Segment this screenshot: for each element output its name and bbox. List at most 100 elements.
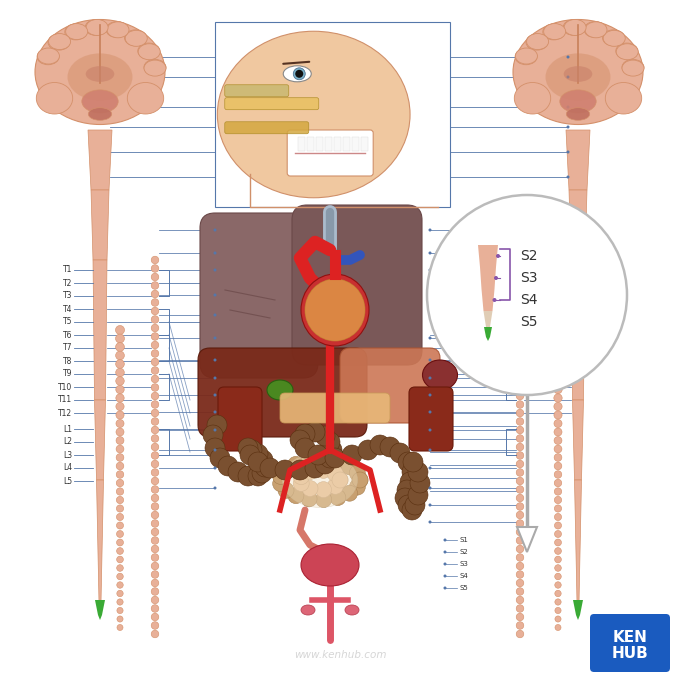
Circle shape xyxy=(327,466,343,481)
Ellipse shape xyxy=(124,30,146,46)
Circle shape xyxy=(238,438,258,458)
Circle shape xyxy=(390,443,410,463)
Ellipse shape xyxy=(564,66,592,82)
Circle shape xyxy=(554,377,562,386)
Circle shape xyxy=(253,450,273,470)
Circle shape xyxy=(116,377,124,386)
Circle shape xyxy=(151,443,159,451)
Circle shape xyxy=(408,485,428,505)
Circle shape xyxy=(117,599,123,605)
Circle shape xyxy=(516,596,524,604)
Circle shape xyxy=(116,334,124,343)
Circle shape xyxy=(554,326,562,335)
Circle shape xyxy=(555,556,562,563)
Circle shape xyxy=(554,522,562,529)
Circle shape xyxy=(214,486,216,490)
Circle shape xyxy=(255,457,275,477)
Circle shape xyxy=(151,392,159,400)
Circle shape xyxy=(398,495,418,515)
Circle shape xyxy=(350,465,365,481)
Polygon shape xyxy=(93,260,107,400)
Ellipse shape xyxy=(86,20,108,35)
Circle shape xyxy=(151,290,159,298)
Text: KEN: KEN xyxy=(613,630,647,645)
Circle shape xyxy=(316,452,332,469)
Text: T11: T11 xyxy=(58,396,72,405)
Circle shape xyxy=(275,460,295,480)
Circle shape xyxy=(554,334,562,343)
Polygon shape xyxy=(575,480,581,602)
FancyBboxPatch shape xyxy=(340,348,440,423)
Circle shape xyxy=(278,482,294,498)
Circle shape xyxy=(555,590,561,596)
Circle shape xyxy=(218,456,238,476)
Text: T7: T7 xyxy=(63,343,72,352)
Circle shape xyxy=(151,384,159,391)
Ellipse shape xyxy=(125,31,148,46)
Bar xyxy=(316,137,323,151)
Circle shape xyxy=(516,350,524,357)
Ellipse shape xyxy=(305,279,365,341)
Ellipse shape xyxy=(107,22,129,38)
Circle shape xyxy=(516,307,524,315)
Circle shape xyxy=(248,444,268,464)
Circle shape xyxy=(330,454,346,471)
Circle shape xyxy=(380,437,400,457)
Ellipse shape xyxy=(65,24,87,40)
Circle shape xyxy=(207,415,227,435)
Ellipse shape xyxy=(622,59,644,75)
Circle shape xyxy=(151,486,159,493)
Circle shape xyxy=(516,579,524,587)
Circle shape xyxy=(554,351,562,360)
Circle shape xyxy=(350,479,365,495)
Circle shape xyxy=(516,520,524,527)
Circle shape xyxy=(151,545,159,553)
Text: S5: S5 xyxy=(520,315,537,329)
Bar xyxy=(343,137,350,151)
Ellipse shape xyxy=(301,274,369,346)
Circle shape xyxy=(116,437,124,445)
Text: S3: S3 xyxy=(520,271,537,285)
Circle shape xyxy=(516,409,524,417)
Circle shape xyxy=(325,448,345,468)
Circle shape xyxy=(214,228,216,231)
Circle shape xyxy=(554,403,562,411)
Circle shape xyxy=(205,438,225,458)
Circle shape xyxy=(555,547,562,554)
Circle shape xyxy=(248,452,268,472)
Text: T9: T9 xyxy=(63,369,72,379)
Ellipse shape xyxy=(127,82,164,114)
Circle shape xyxy=(214,394,216,396)
Circle shape xyxy=(516,401,524,408)
Circle shape xyxy=(151,613,159,621)
Circle shape xyxy=(116,479,124,487)
Circle shape xyxy=(214,337,216,339)
Circle shape xyxy=(151,477,159,485)
Circle shape xyxy=(214,377,216,379)
Circle shape xyxy=(428,449,432,452)
Circle shape xyxy=(151,316,159,323)
Circle shape xyxy=(516,324,524,332)
Circle shape xyxy=(293,469,309,485)
Circle shape xyxy=(428,520,432,524)
Circle shape xyxy=(301,491,317,507)
Polygon shape xyxy=(483,311,492,327)
Text: L4: L4 xyxy=(63,464,72,473)
Circle shape xyxy=(316,481,331,498)
Circle shape xyxy=(290,430,310,450)
Circle shape xyxy=(516,469,524,476)
Ellipse shape xyxy=(515,49,537,65)
Circle shape xyxy=(117,582,123,588)
Circle shape xyxy=(117,624,123,630)
Circle shape xyxy=(151,265,159,272)
Circle shape xyxy=(516,443,524,451)
Circle shape xyxy=(516,460,524,468)
Ellipse shape xyxy=(66,24,88,39)
Circle shape xyxy=(516,375,524,383)
Circle shape xyxy=(116,462,124,470)
Bar xyxy=(298,137,305,151)
Circle shape xyxy=(554,462,562,470)
Ellipse shape xyxy=(88,107,112,120)
Ellipse shape xyxy=(138,43,160,59)
Circle shape xyxy=(330,490,346,505)
